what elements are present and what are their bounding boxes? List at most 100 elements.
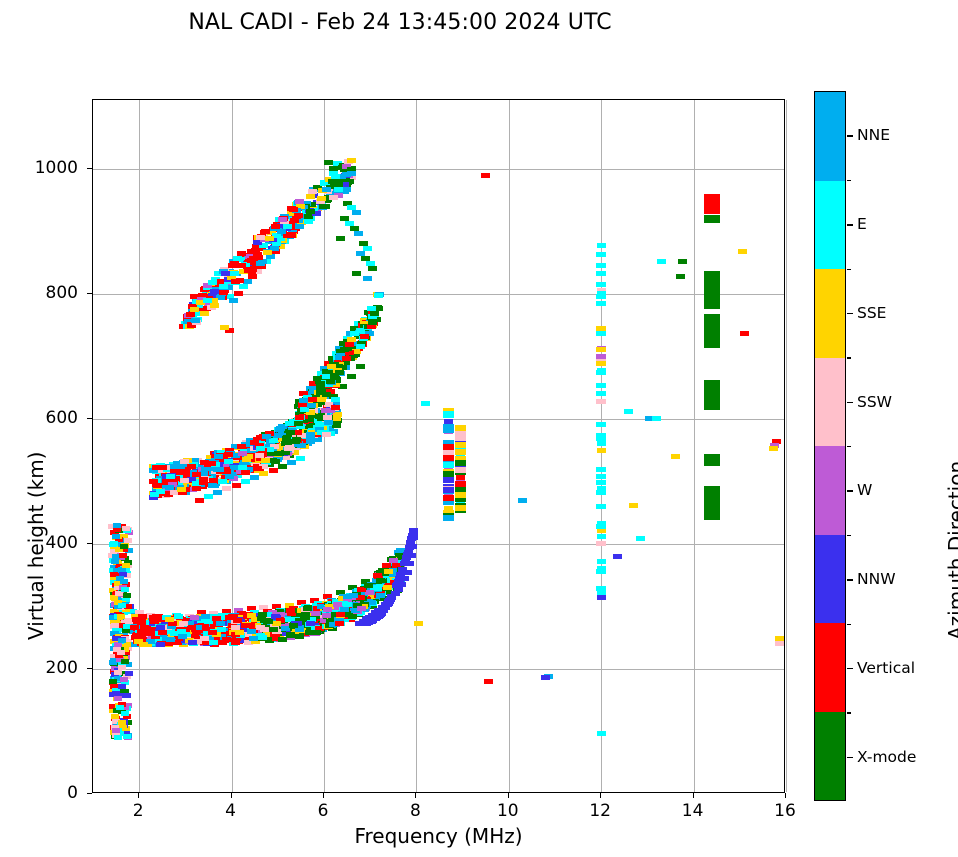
scatter-point (236, 263, 246, 269)
scatter-point (199, 480, 209, 486)
scatter-point (224, 293, 234, 299)
scatter-point (321, 609, 331, 615)
scatter-point (122, 713, 131, 719)
scatter-point (309, 386, 319, 392)
scatter-point (319, 179, 329, 185)
scatter-point (222, 636, 232, 642)
scatter-point (177, 486, 187, 492)
scatter-point (123, 638, 132, 644)
scatter-point (287, 232, 297, 238)
scatter-point (596, 533, 606, 539)
scatter-point (295, 626, 305, 632)
scatter-point (270, 636, 280, 642)
scatter-point (275, 425, 285, 431)
scatter-point (112, 533, 121, 539)
scatter-point (264, 431, 274, 437)
scatter-point (596, 291, 606, 297)
scatter-point (134, 617, 144, 623)
scatter-point (255, 445, 265, 451)
scatter-point (110, 550, 119, 556)
scatter-point (596, 360, 607, 366)
scatter-point (272, 603, 282, 609)
scatter-point (119, 571, 128, 577)
scatter-point (109, 572, 118, 578)
scatter-point (367, 305, 377, 311)
scatter-point (405, 543, 415, 549)
scatter-point (313, 184, 323, 190)
scatter-point (215, 281, 225, 287)
colorbar-band-x-mode (815, 711, 845, 800)
y-axis-tick (87, 667, 92, 669)
scatter-point (285, 217, 295, 223)
scatter-point (306, 439, 316, 445)
colorbar-label-sse: SSE (857, 303, 887, 322)
scatter-point (113, 695, 122, 701)
scatter-point (346, 167, 356, 173)
scatter-point (187, 304, 197, 310)
scatter-point (218, 290, 228, 296)
scatter-point (376, 578, 386, 584)
scatter-point (315, 625, 325, 631)
scatter-point (356, 594, 366, 600)
scatter-point (277, 229, 287, 235)
colorbar-boundary-tick (847, 357, 851, 359)
scatter-point (224, 615, 234, 621)
colorbar-tick (847, 224, 853, 226)
scatter-point (255, 455, 265, 461)
scatter-point (221, 468, 231, 474)
colorbar-tick (847, 579, 853, 581)
colorbar-band-vertical (815, 623, 845, 712)
scatter-point (233, 617, 243, 623)
scatter-point (241, 456, 251, 462)
scatter-point (170, 476, 180, 482)
scatter-point (124, 720, 133, 726)
scatter-point (280, 625, 290, 631)
scatter-point (139, 641, 149, 647)
scatter-point (263, 635, 273, 641)
scatter-point (250, 475, 260, 481)
scatter-point (374, 292, 384, 298)
scatter-point (220, 325, 230, 331)
scatter-point (238, 253, 248, 259)
scatter-point (121, 627, 130, 633)
scatter-point (231, 482, 241, 488)
scatter-point (383, 590, 393, 596)
scatter-point (114, 584, 123, 590)
scatter-point (354, 611, 364, 617)
scatter-point (174, 480, 184, 486)
scatter-point (234, 291, 244, 297)
scatter-point (328, 166, 338, 172)
colorbar-band-nne (815, 92, 845, 181)
scatter-point (344, 349, 354, 355)
scatter-point (124, 617, 133, 623)
scatter-point (284, 602, 294, 608)
scatter-point (202, 631, 212, 637)
scatter-point (221, 608, 231, 614)
scatter-point (224, 448, 234, 454)
scatter-point (481, 172, 491, 178)
scatter-point (149, 494, 159, 500)
scatter-point (255, 260, 265, 266)
gridline-vertical (786, 100, 787, 792)
scatter-point (116, 613, 125, 619)
scatter-point (232, 473, 242, 479)
scatter-point (333, 192, 343, 198)
scatter-point (367, 323, 377, 329)
scatter-point (206, 461, 216, 467)
scatter-point (365, 261, 375, 267)
scatter-point (443, 514, 455, 521)
scatter-point (444, 418, 454, 424)
scatter-point (113, 581, 122, 587)
y-axis-tick-label: 400 (45, 532, 78, 553)
scatter-point (158, 464, 168, 470)
scatter-point (169, 630, 179, 636)
scatter-point (262, 611, 272, 617)
scatter-point (129, 628, 139, 634)
scatter-point (122, 596, 131, 602)
scatter-point (113, 642, 122, 648)
scatter-point (296, 433, 306, 439)
scatter-point (191, 318, 201, 323)
scatter-point (596, 421, 607, 427)
scatter-point (364, 598, 374, 604)
scatter-point (612, 553, 622, 559)
